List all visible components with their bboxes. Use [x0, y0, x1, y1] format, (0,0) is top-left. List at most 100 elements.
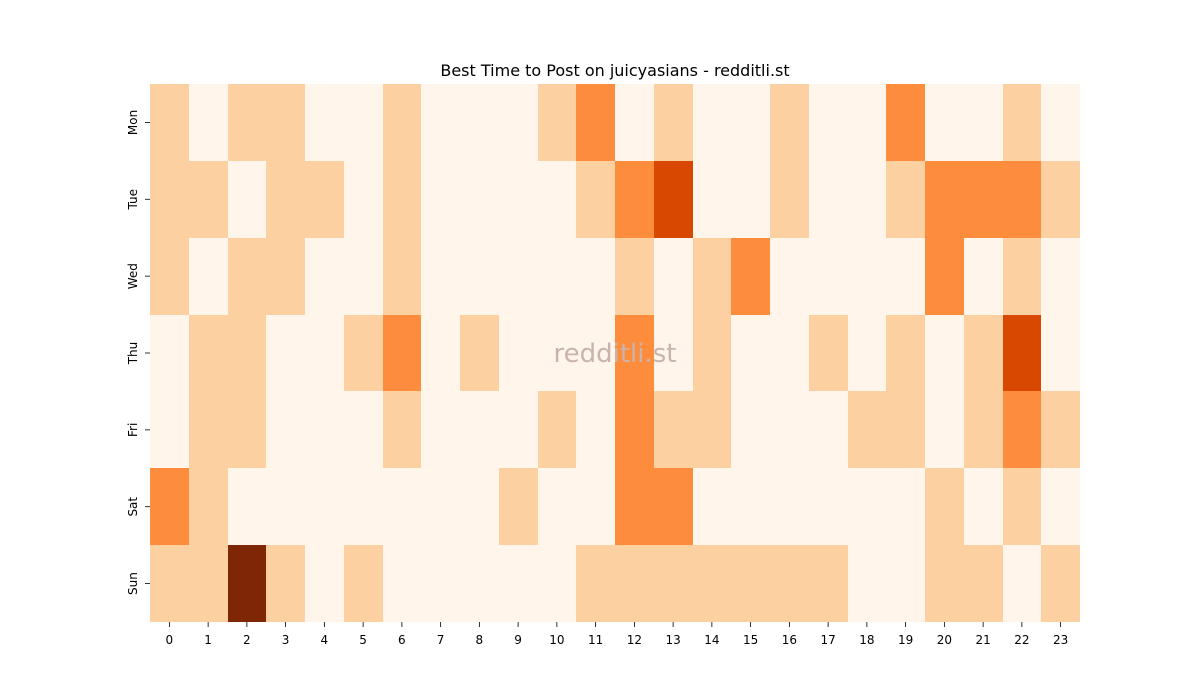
heatmap-cell-thu-7 — [421, 315, 460, 391]
heatmap-cell-fri-11 — [576, 391, 615, 468]
heatmap-cell-sat-1 — [189, 468, 228, 545]
heatmap-cell-thu-10 — [538, 315, 576, 391]
heatmap-cell-sun-10 — [538, 545, 576, 622]
heatmap-cell-mon-21 — [964, 84, 1003, 161]
heatmap-cell-fri-12 — [615, 391, 654, 468]
heatmap-cell-mon-15 — [731, 84, 770, 161]
heatmap-cell-sun-17 — [809, 545, 848, 622]
heatmap-cell-sun-13 — [654, 545, 693, 622]
heatmap-cell-fri-14 — [693, 391, 731, 468]
heatmap-cell-tue-12 — [615, 161, 654, 238]
watermark: redditli.st — [554, 339, 677, 369]
x-tick-label: 12 — [627, 633, 642, 647]
heatmap-cell-sat-5 — [344, 468, 383, 545]
heatmap-cell-tue-7 — [421, 161, 460, 238]
heatmap-cell-sun-18 — [848, 545, 886, 622]
heatmap-cell-fri-4 — [305, 391, 344, 468]
heatmap-cell-tue-23 — [1041, 161, 1080, 238]
x-tick-label: 3 — [282, 633, 290, 647]
heatmap-cell-tue-20 — [925, 161, 964, 238]
heatmap-cell-mon-11 — [576, 84, 615, 161]
heatmap-cell-wed-6 — [383, 238, 421, 315]
heatmap-cell-fri-1 — [189, 391, 228, 468]
y-tick-label: Fri — [126, 423, 140, 437]
heatmap-cell-mon-18 — [848, 84, 886, 161]
x-tick-label: 9 — [514, 633, 522, 647]
heatmap-cell-sat-0 — [150, 468, 189, 545]
x-tick-label: 2 — [243, 633, 251, 647]
heatmap-cell-thu-3 — [266, 315, 305, 391]
y-tick-label: Tue — [126, 189, 140, 211]
heatmap-cell-fri-22 — [1003, 391, 1041, 468]
heatmap-cells — [150, 84, 1080, 622]
heatmap-cell-mon-0 — [150, 84, 189, 161]
heatmap-cell-tue-3 — [266, 161, 305, 238]
heatmap-cell-sun-4 — [305, 545, 344, 622]
heatmap-cell-mon-17 — [809, 84, 848, 161]
chart-title: Best Time to Post on juicyasians - reddi… — [440, 61, 789, 80]
heatmap-cell-sun-15 — [731, 545, 770, 622]
heatmap-cell-wed-20 — [925, 238, 964, 315]
heatmap-cell-sat-16 — [770, 468, 809, 545]
heatmap-cell-sat-19 — [886, 468, 925, 545]
heatmap-cell-wed-22 — [1003, 238, 1041, 315]
heatmap-cell-mon-3 — [266, 84, 305, 161]
heatmap-cell-thu-16 — [770, 315, 809, 391]
x-tick-label: 8 — [476, 633, 484, 647]
heatmap-cell-thu-0 — [150, 315, 189, 391]
x-tick-label: 11 — [588, 633, 603, 647]
x-tick-label: 16 — [782, 633, 797, 647]
heatmap-cell-sat-12 — [615, 468, 654, 545]
heatmap-cell-wed-3 — [266, 238, 305, 315]
heatmap-cell-mon-8 — [460, 84, 499, 161]
heatmap-cell-wed-19 — [886, 238, 925, 315]
heatmap-cell-sun-3 — [266, 545, 305, 622]
x-axis: 0 1 2 3 4 5 6 7 8 9 10 11 12 13 14 15 16 17 18 19 20 21 22 23 — [166, 622, 1068, 647]
x-tick-label: 21 — [975, 633, 990, 647]
heatmap-cell-thu-4 — [305, 315, 344, 391]
heatmap-cell-sat-18 — [848, 468, 886, 545]
heatmap-cell-fri-16 — [770, 391, 809, 468]
heatmap-cell-sun-5 — [344, 545, 383, 622]
heatmap-cell-fri-9 — [499, 391, 538, 468]
heatmap-cell-fri-3 — [266, 391, 305, 468]
heatmap-cell-tue-21 — [964, 161, 1003, 238]
heatmap-cell-sat-14 — [693, 468, 731, 545]
heatmap-cell-wed-5 — [344, 238, 383, 315]
heatmap-cell-mon-1 — [189, 84, 228, 161]
heatmap-cell-thu-11 — [576, 315, 615, 391]
heatmap-cell-thu-12 — [615, 315, 654, 391]
heatmap-cell-sun-21 — [964, 545, 1003, 622]
heatmap-cell-sat-8 — [460, 468, 499, 545]
heatmap-cell-fri-13 — [654, 391, 693, 468]
heatmap-cell-tue-2 — [228, 161, 266, 238]
heatmap-cell-wed-9 — [499, 238, 538, 315]
heatmap-cell-tue-11 — [576, 161, 615, 238]
heatmap-cell-fri-8 — [460, 391, 499, 468]
heatmap-cell-wed-17 — [809, 238, 848, 315]
heatmap-cell-sun-9 — [499, 545, 538, 622]
heatmap-cell-mon-7 — [421, 84, 460, 161]
x-tick-label: 18 — [859, 633, 874, 647]
heatmap-cell-sun-16 — [770, 545, 809, 622]
heatmap-cell-tue-19 — [886, 161, 925, 238]
heatmap-cell-thu-19 — [886, 315, 925, 391]
heatmap-cell-sat-3 — [266, 468, 305, 545]
heatmap-cell-thu-5 — [344, 315, 383, 391]
heatmap-cell-sun-0 — [150, 545, 189, 622]
heatmap-cell-sun-14 — [693, 545, 731, 622]
heatmap-cell-thu-17 — [809, 315, 848, 391]
heatmap-cell-tue-4 — [305, 161, 344, 238]
heatmap-cell-mon-23 — [1041, 84, 1080, 161]
heatmap-cell-thu-9 — [499, 315, 538, 391]
heatmap-cell-wed-23 — [1041, 238, 1080, 315]
heatmap-cell-sun-2 — [228, 545, 266, 622]
heatmap-cell-wed-1 — [189, 238, 228, 315]
heatmap-cell-fri-10 — [538, 391, 576, 468]
heatmap-cell-sun-8 — [460, 545, 499, 622]
heatmap-cell-tue-14 — [693, 161, 731, 238]
heatmap-cell-mon-2 — [228, 84, 266, 161]
x-tick-label: 14 — [704, 633, 719, 647]
heatmap-cell-tue-10 — [538, 161, 576, 238]
